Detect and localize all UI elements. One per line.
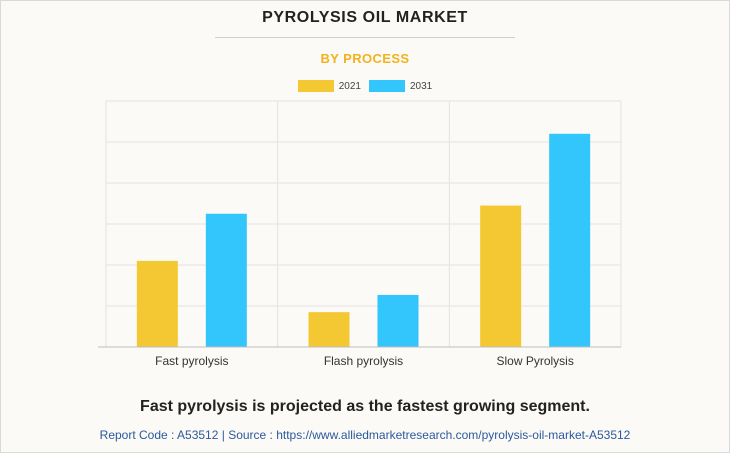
legend-swatch-2031 — [369, 80, 405, 92]
bar-2021-flash-pyrolysis — [308, 312, 350, 347]
bar-chart: Fast pyrolysis Flash pyrolysis Slow Pyroly… — [98, 100, 622, 368]
title-divider — [215, 37, 515, 38]
bar-2031-flash-pyrolysis — [377, 294, 419, 347]
bar-2021-fast-pyrolysis — [136, 260, 178, 347]
chart-title: PYROLYSIS OIL MARKET — [262, 9, 468, 26]
chart-subtitle: BY PROCESS — [320, 51, 410, 66]
bar-2031-fast-pyrolysis — [205, 213, 247, 347]
legend-swatch-2021 — [297, 80, 334, 92]
legend-label-2021: 2021 — [338, 80, 361, 92]
source-footer: Report Code : A53512 | Source : https://… — [99, 428, 631, 442]
legend: 2021 2031 — [0, 80, 730, 92]
legend-item-2031: 2031 — [369, 80, 432, 92]
legend-label-2031: 2031 — [410, 80, 433, 92]
x-tick-label: Slow Pyrolysis — [496, 354, 573, 368]
x-tick-label: Flash pyrolysis — [324, 354, 403, 368]
bar-2031-slow-pyrolysis — [549, 133, 591, 347]
chart-headline: Fast pyrolysis is projected as the faste… — [140, 398, 590, 415]
bar-2021-slow-pyrolysis — [480, 205, 522, 347]
legend-item-2021: 2021 — [297, 80, 361, 92]
x-tick-label: Fast pyrolysis — [155, 354, 228, 368]
